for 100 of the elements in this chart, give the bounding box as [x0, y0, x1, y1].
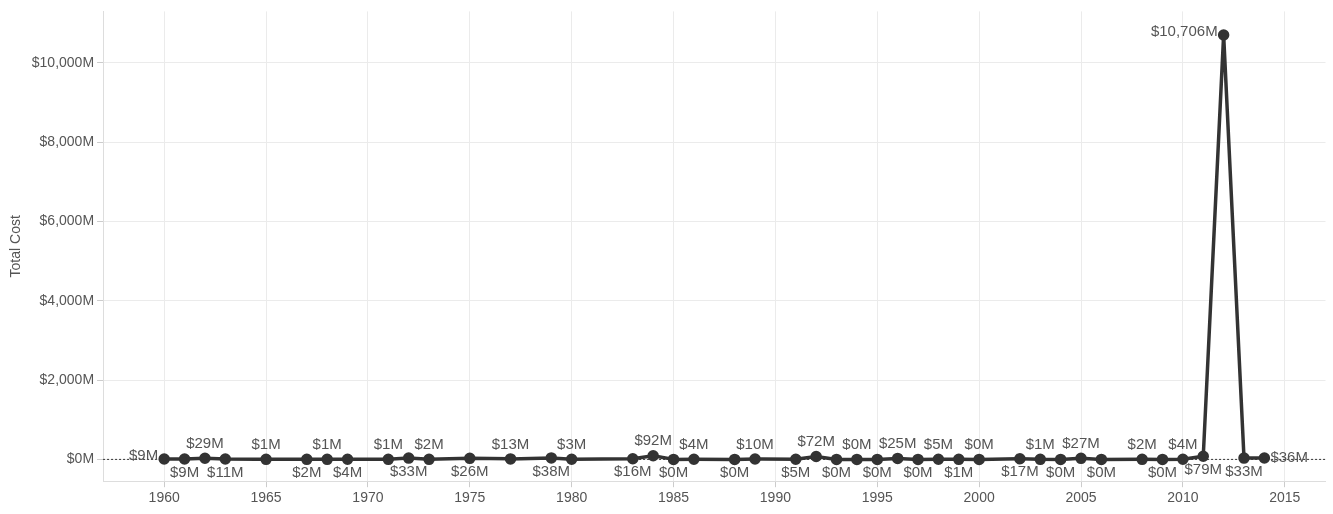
point: [321, 453, 333, 466]
y-tick-label: $10,000M: [31, 53, 95, 70]
point: [790, 453, 802, 465]
data-label: $0M: [821, 463, 852, 481]
data-label: $0M: [658, 463, 689, 481]
data-label: $4M: [332, 462, 363, 480]
point: [341, 453, 354, 465]
data-label: $26M: [451, 462, 489, 479]
y-tick-label: $4,000M: [39, 291, 95, 308]
data-label: $33M: [389, 461, 428, 479]
data-label: $0M: [903, 463, 933, 481]
data-label: $0M: [964, 435, 994, 453]
point: [219, 453, 232, 465]
point: [382, 453, 395, 466]
data-label: $5M: [923, 434, 953, 452]
data-label: $9M: [169, 462, 200, 480]
point: [1156, 453, 1169, 466]
data-label: $29M: [186, 433, 224, 451]
data-label: $10,706M: [1150, 22, 1218, 40]
data-label: $27M: [1062, 433, 1100, 451]
data-label: $79M: [1184, 459, 1223, 477]
point: [871, 453, 884, 466]
point: [1197, 450, 1210, 463]
data-label: $3M: [557, 434, 587, 452]
x-tick-label: 1975: [454, 489, 486, 506]
data-label: $0M: [842, 435, 872, 453]
data-label: $36M: [1270, 448, 1308, 466]
data-label: $2M: [414, 434, 444, 452]
data-label: $1M: [944, 463, 974, 480]
point: [423, 453, 435, 466]
point: [647, 450, 659, 462]
point: [1177, 453, 1189, 465]
x-tick-label: 1990: [759, 489, 792, 506]
point: [464, 452, 476, 465]
x-tick-label: 1960: [148, 489, 180, 506]
data-label: $17M: [1001, 462, 1039, 480]
data-label: $11M: [207, 462, 244, 480]
data-label: $2M: [1127, 434, 1157, 452]
data-label: $0M: [1086, 463, 1116, 481]
x-tick-label: 1980: [556, 489, 588, 506]
data-label: $10M: [736, 434, 774, 452]
x-tick-label: 1965: [250, 489, 282, 506]
point: [565, 453, 578, 466]
point: [1054, 453, 1067, 466]
data-label: $9M: [129, 446, 159, 464]
data-label: $92M: [634, 431, 672, 449]
point: [545, 452, 558, 464]
data-label: $1M: [373, 435, 403, 452]
point: [1014, 452, 1026, 465]
point: [1238, 452, 1250, 464]
point: [912, 453, 924, 466]
point: [1095, 453, 1108, 466]
point: [953, 453, 965, 466]
point: [973, 453, 985, 466]
data-label: $1M: [1025, 435, 1055, 452]
point: [402, 452, 415, 464]
point: [1136, 453, 1148, 466]
point: [504, 453, 517, 465]
y-tick-label: $6,000M: [39, 212, 95, 229]
data-label: $0M: [720, 463, 750, 481]
data-label: $4M: [679, 434, 709, 452]
y-tick-label: $0M: [66, 450, 95, 467]
y-tick-label: $2,000M: [39, 370, 95, 387]
x-tick-label: 2010: [1167, 489, 1199, 506]
point: [932, 453, 945, 465]
point: [627, 453, 639, 465]
data-label: $38M: [532, 461, 571, 479]
point: [178, 453, 191, 465]
point: [1258, 452, 1271, 464]
x-tick-label: 2005: [1065, 489, 1097, 506]
data-label: $13M: [491, 434, 530, 452]
point: [158, 453, 170, 465]
data-label: $0M: [862, 463, 892, 481]
data-label: $1M: [312, 435, 342, 452]
point: [728, 453, 741, 466]
data-label: $1M: [251, 435, 281, 452]
point: [1075, 452, 1087, 465]
data-label: $2M: [292, 462, 322, 480]
data-label: $0M: [1147, 463, 1178, 481]
x-tick-label: 1970: [352, 489, 384, 506]
point: [688, 453, 700, 465]
point: [891, 452, 904, 465]
point: [301, 453, 313, 466]
point: [1034, 453, 1047, 466]
point: [749, 453, 761, 465]
data-label: $0M: [1046, 463, 1076, 481]
data-label: $72M: [797, 432, 835, 450]
data-label: $33M: [1225, 461, 1263, 479]
x-tick-label: 2000: [963, 489, 995, 506]
data-label: $5M: [781, 462, 811, 480]
point: [810, 450, 822, 463]
x-tick-label: 1995: [861, 489, 894, 506]
point: [851, 453, 863, 466]
point: [199, 452, 211, 464]
x-tick-label: 2015: [1269, 489, 1301, 506]
point: [1217, 29, 1230, 41]
point: [667, 453, 680, 466]
y-tick-label: $8,000M: [39, 133, 95, 150]
data-label: $25M: [878, 434, 917, 452]
data-label: $4M: [1168, 434, 1198, 452]
